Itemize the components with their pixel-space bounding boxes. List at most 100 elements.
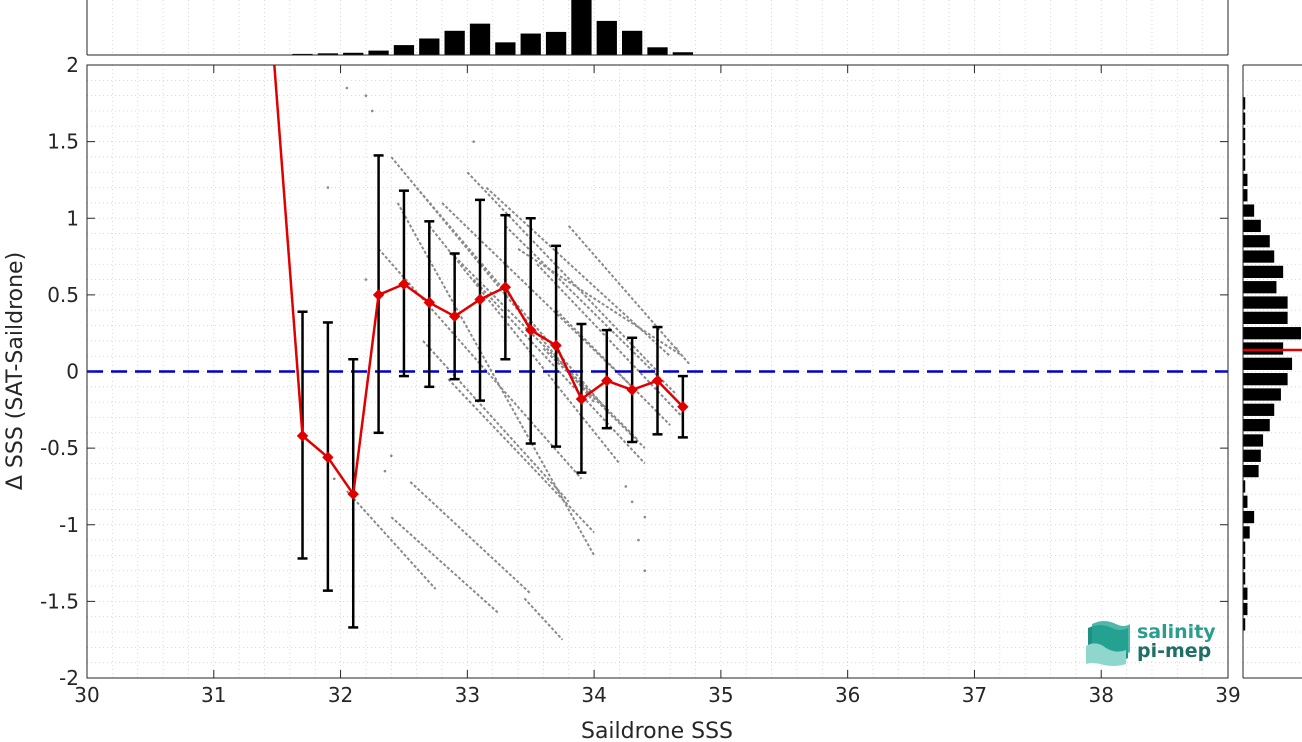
scatter-streak xyxy=(523,597,564,641)
right-histogram-bar xyxy=(1243,296,1288,309)
mean-marker xyxy=(474,293,486,306)
scatter-point xyxy=(675,347,678,350)
right-histogram-bar xyxy=(1243,173,1248,187)
x-tick-label: 35 xyxy=(708,683,733,707)
right-histogram-bar xyxy=(1243,112,1246,125)
mean-marker xyxy=(448,310,461,323)
y-axis-title: Δ SSS (SAT-Saildrone) xyxy=(3,252,28,490)
top-histogram-bar xyxy=(469,23,491,55)
right-histogram-bar xyxy=(1243,526,1250,539)
top-histogram-bar xyxy=(672,52,693,55)
right-histogram xyxy=(1243,97,1302,631)
mean-marker xyxy=(651,374,664,387)
right-histogram-bar xyxy=(1243,434,1264,447)
mean-marker xyxy=(296,430,309,442)
right-histogram-bar xyxy=(1243,143,1246,156)
x-tick-label: 32 xyxy=(328,683,353,707)
top-histogram-bar xyxy=(571,0,592,55)
right-histogram-bar xyxy=(1243,265,1284,279)
right-histogram-bar xyxy=(1243,449,1261,462)
top-histogram-bar xyxy=(368,50,389,55)
right-histogram-bar xyxy=(1243,556,1246,570)
mean-marker xyxy=(347,488,359,500)
top-histogram-bar xyxy=(495,42,516,55)
right-histogram-bar xyxy=(1243,158,1246,171)
y-tick-label: 1.5 xyxy=(47,130,79,154)
right-histogram-bar xyxy=(1243,541,1246,554)
top-histogram-bar xyxy=(444,30,465,55)
scatter-streak xyxy=(542,347,646,449)
scatter-streak xyxy=(517,248,684,358)
right-histogram-bar xyxy=(1243,480,1246,493)
right-histogram-bar xyxy=(1243,235,1270,248)
top-histogram-bar xyxy=(393,45,415,55)
y-tick-label: 0 xyxy=(66,360,79,384)
scatter-point xyxy=(624,485,628,488)
logo-line1: salinity xyxy=(1137,621,1216,643)
y-tick-label: -2 xyxy=(59,666,79,690)
top-histogram-bar xyxy=(343,52,364,55)
right-histogram-bar xyxy=(1243,189,1248,202)
mean-marker xyxy=(525,324,537,336)
right-histogram-bar xyxy=(1243,464,1259,478)
right-histogram-bar xyxy=(1243,403,1275,416)
x-tick-label: 31 xyxy=(201,683,226,707)
scatter-point xyxy=(630,500,634,504)
mean-marker xyxy=(626,384,638,396)
scatter-streak xyxy=(390,516,500,615)
right-histogram-bar xyxy=(1243,281,1277,294)
right-histogram-bar xyxy=(1243,495,1248,508)
x-tick-label: 38 xyxy=(1088,683,1113,707)
right-histogram-bar xyxy=(1243,618,1246,631)
right-histogram-bar xyxy=(1243,127,1246,141)
scatter-streak xyxy=(390,156,595,403)
y-tick-label: 2 xyxy=(66,53,79,77)
y-tick-label: 0.5 xyxy=(47,283,79,307)
top-histogram-bar xyxy=(596,20,617,55)
right-histogram-grid xyxy=(1243,64,1302,679)
right-histogram-bar xyxy=(1243,419,1270,432)
y-tick-label: -0.5 xyxy=(40,436,79,460)
scatter-point xyxy=(383,469,387,473)
x-tick-label: 30 xyxy=(74,683,99,707)
mean-marker xyxy=(372,289,385,301)
mean-marker xyxy=(677,401,689,413)
top-histogram-bar xyxy=(647,47,668,55)
logo-line2: pi-mep xyxy=(1137,640,1211,662)
right-histogram-bar xyxy=(1243,388,1281,401)
scatter-streak xyxy=(428,225,621,465)
scatter-streak xyxy=(472,278,646,465)
scatter-streak xyxy=(568,225,690,365)
scatter-streak xyxy=(377,248,583,480)
top-histogram-bar xyxy=(292,53,313,55)
y-tick-label: 1 xyxy=(66,206,79,230)
x-tick-label: 33 xyxy=(455,683,480,707)
wave-layers-icon xyxy=(1086,621,1130,666)
top-histogram-bar xyxy=(317,53,339,55)
right-histogram-bar xyxy=(1243,357,1293,370)
x-axis-title: Saildrone SSS xyxy=(581,719,733,742)
scatter-point xyxy=(326,186,330,189)
scatter-point xyxy=(332,477,336,481)
scatter-point xyxy=(370,109,374,113)
mean-marker xyxy=(550,339,562,352)
mean-marker xyxy=(601,374,613,387)
mean-marker xyxy=(575,393,588,405)
right-histogram-bar xyxy=(1243,250,1275,263)
mean-marker xyxy=(322,451,334,464)
scatter-streak xyxy=(555,309,671,426)
scatter-streak xyxy=(504,225,678,396)
right-histogram-bar xyxy=(1243,204,1255,217)
scatter-point xyxy=(389,454,393,458)
scatter-streak xyxy=(346,490,437,590)
right-histogram-bar xyxy=(1243,342,1284,355)
scatter-point xyxy=(637,538,640,542)
y-tick-label: -1.5 xyxy=(40,589,79,613)
right-histogram-bar xyxy=(1243,510,1255,524)
scatter-streak xyxy=(409,481,532,595)
binned-mean-line xyxy=(273,65,689,500)
x-tick-label: 34 xyxy=(581,683,606,707)
scatter-streak xyxy=(447,378,595,534)
scatter-point xyxy=(643,569,647,573)
top-histogram-bar xyxy=(545,31,567,55)
